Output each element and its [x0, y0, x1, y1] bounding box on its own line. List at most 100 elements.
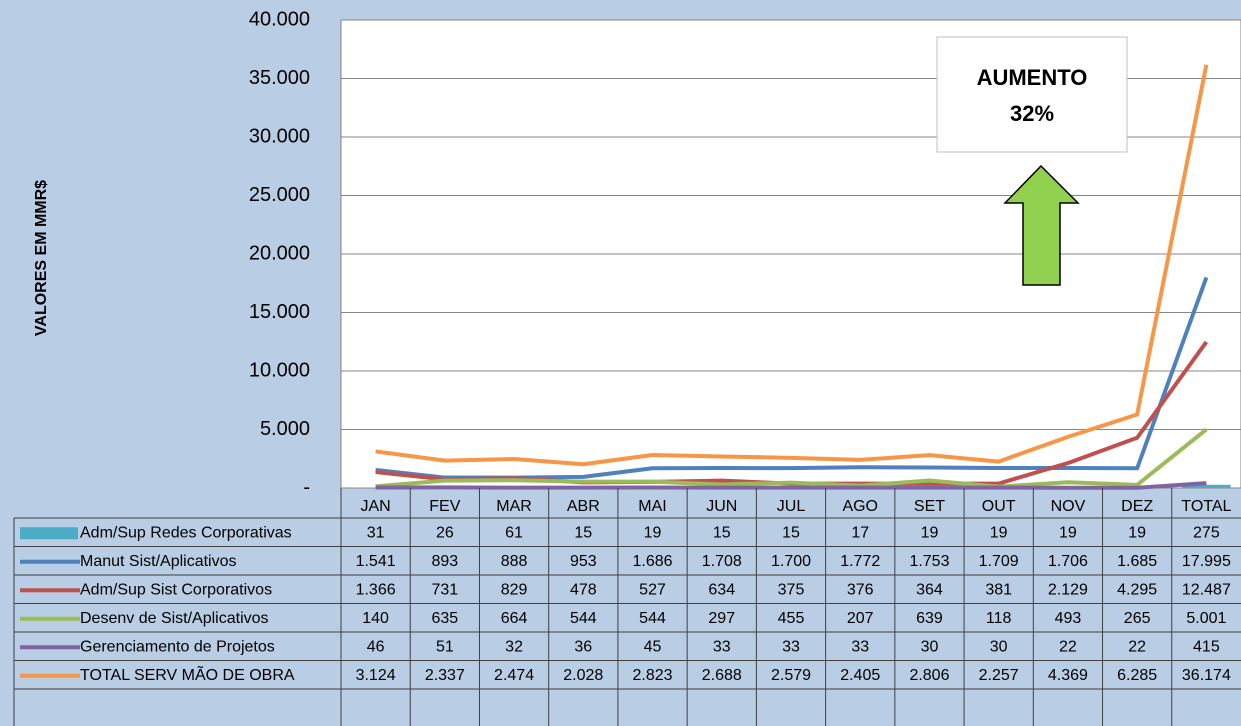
table-value: 31 [367, 524, 385, 541]
table-value: 1.706 [1048, 553, 1088, 570]
table-value: 30 [990, 638, 1008, 655]
y-tick-label: 40.000 [249, 8, 310, 30]
table-value: 22 [1059, 638, 1077, 655]
table-value: 15 [782, 524, 800, 541]
table-value: 19 [921, 524, 939, 541]
table-value: 265 [1124, 610, 1151, 627]
table-value: 19 [990, 524, 1008, 541]
table-value: 415 [1193, 638, 1220, 655]
table-value: 1.541 [356, 553, 396, 570]
table-value: 15 [574, 524, 592, 541]
legend-label: Manut Sist/Aplicativos [80, 553, 237, 570]
table-value: 2.337 [425, 667, 465, 684]
table-value: 478 [570, 581, 597, 598]
table-value: 888 [501, 553, 528, 570]
table-value: 4.295 [1117, 581, 1157, 598]
table-value: 731 [431, 581, 458, 598]
table-value: 2.579 [771, 667, 811, 684]
x-tick-label: JAN [360, 498, 390, 515]
table-value: 5.001 [1186, 610, 1226, 627]
x-tick-label: SET [914, 498, 945, 515]
line [375, 481, 1207, 490]
x-tick-label: MAI [638, 498, 666, 515]
table-value: 493 [1055, 610, 1082, 627]
table-value: 664 [501, 610, 528, 627]
table-value: 1.753 [909, 553, 949, 570]
table-value: 2.257 [979, 667, 1019, 684]
table-value: 207 [847, 610, 874, 627]
table-value: 829 [501, 581, 528, 598]
table-value: 1.709 [979, 553, 1019, 570]
table-value: 140 [362, 610, 389, 627]
table-value: 2.806 [909, 667, 949, 684]
table-value: 30 [921, 638, 939, 655]
marks [351, 64, 1231, 490]
legend-key [20, 527, 78, 540]
table-value: 634 [708, 581, 735, 598]
table-value: 61 [505, 524, 523, 541]
annotation-text: 32% [1010, 101, 1054, 126]
table-value: 36 [574, 638, 592, 655]
table-value: 118 [986, 610, 1012, 627]
table-value: 46 [367, 638, 385, 655]
x-tick-label: OUT [982, 498, 1016, 515]
table-value: 33 [851, 638, 869, 655]
table-value: 2.129 [1048, 581, 1088, 598]
table-value: 639 [916, 610, 943, 627]
table-value: 19 [1059, 524, 1077, 541]
y-tick-label: - [303, 476, 310, 498]
x-tick-label: AGO [842, 498, 878, 515]
x-tick-label: JUL [777, 498, 806, 515]
table-value: 364 [916, 581, 943, 598]
table-value: 2.688 [702, 667, 742, 684]
x-tick-label: DEZ [1121, 498, 1153, 515]
legend-label: Desenv de Sist/Aplicativos [80, 610, 269, 627]
table-value: 45 [644, 638, 662, 655]
table-value: 1.708 [702, 553, 742, 570]
table-value: 19 [1128, 524, 1146, 541]
table-value: 2.028 [563, 667, 603, 684]
y-tick-label: 25.000 [249, 184, 310, 206]
annotation-text: AUMENTO [977, 65, 1088, 90]
legend-label: Gerenciamento de Projetos [80, 638, 275, 655]
bar [1182, 484, 1231, 488]
table-value: 2.823 [633, 667, 673, 684]
table-value: 376 [847, 581, 874, 598]
x-tick-label: TOTAL [1181, 498, 1231, 515]
up-arrow [1003, 164, 1080, 286]
table-value: 17.995 [1182, 553, 1231, 570]
table-value: 953 [570, 553, 597, 570]
table-value: 381 [985, 581, 1012, 598]
table-value: 1.685 [1117, 553, 1157, 570]
table-value: 544 [570, 610, 597, 627]
y-tick-label: 5.000 [260, 418, 310, 440]
table-value: 375 [778, 581, 805, 598]
table-value: 12.487 [1182, 581, 1231, 598]
table-value: 51 [436, 638, 454, 655]
table-value: 17 [851, 524, 869, 541]
table-value: 36.174 [1182, 667, 1231, 684]
table-value: 1.772 [840, 553, 880, 570]
table-value: 6.285 [1117, 667, 1157, 684]
x-tick-label: FEV [429, 498, 460, 515]
table-value: 26 [436, 524, 454, 541]
table-value: 2.474 [494, 667, 534, 684]
legend-label: Adm/Sup Redes Corporativas [80, 524, 292, 541]
y-tick-label: 20.000 [249, 242, 310, 264]
table-value: 1.366 [356, 581, 396, 598]
line [375, 427, 1208, 489]
table-value: 32 [505, 638, 523, 655]
table-value: 455 [778, 610, 805, 627]
y-tick-label: 10.000 [249, 359, 310, 381]
table-value: 4.369 [1048, 667, 1088, 684]
table-value: 297 [708, 610, 735, 627]
table-value: 19 [644, 524, 662, 541]
annotation-box [936, 36, 1128, 153]
x-tick-label: NOV [1051, 498, 1086, 515]
table-value: 33 [782, 638, 800, 655]
table-value: 2.405 [840, 667, 880, 684]
table-value: 635 [431, 610, 458, 627]
y-tick-label: 15.000 [249, 301, 310, 323]
line [375, 64, 1209, 467]
